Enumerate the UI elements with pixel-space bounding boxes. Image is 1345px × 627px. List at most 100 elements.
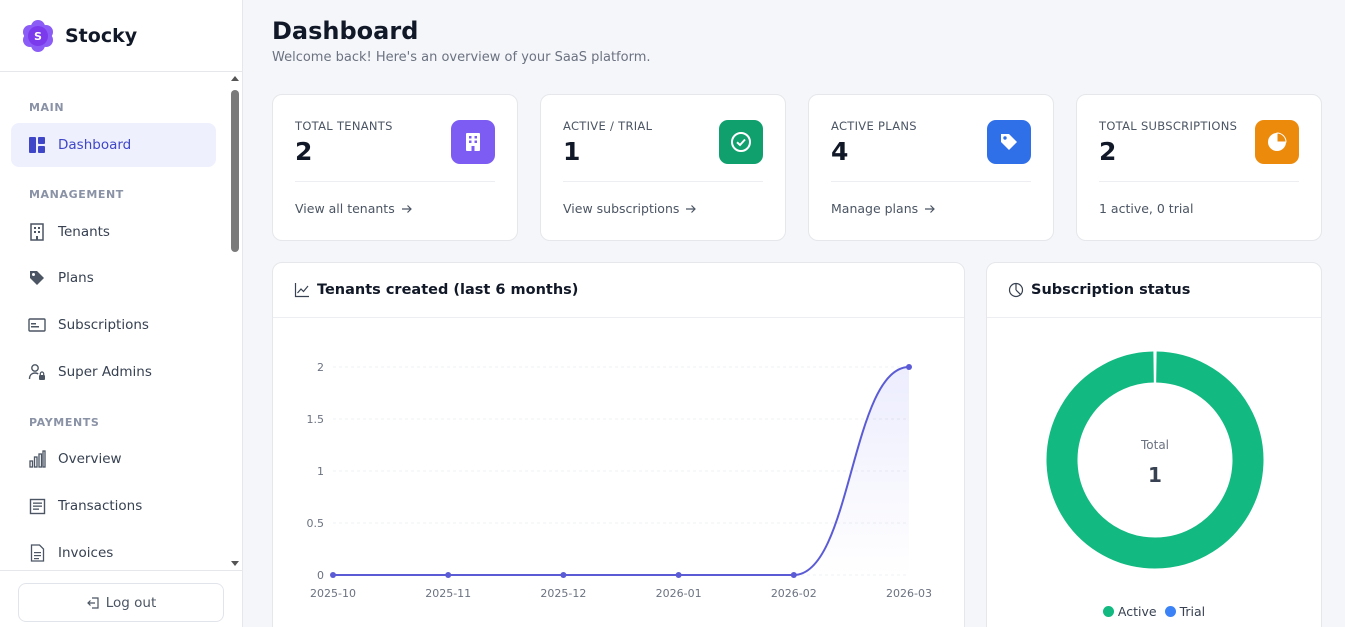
data-point[interactable] — [906, 364, 912, 370]
donut-slice[interactable] — [1046, 351, 1264, 569]
sidebar-item-label: Super Admins — [58, 364, 152, 380]
data-point[interactable] — [560, 572, 567, 578]
panel-header: Tenants created (last 6 months) — [273, 263, 964, 318]
brand-logo-icon: S — [22, 19, 54, 52]
legend-item-active[interactable]: Active — [1102, 604, 1157, 619]
stat-card-total-tenants: TOTAL TENANTS 2 View all tenants — [272, 94, 518, 241]
building-icon — [28, 223, 46, 241]
section-main-label: MAIN — [29, 101, 65, 114]
manage-plans-link[interactable]: Manage plans — [831, 201, 936, 216]
sidebar-item-label: Overview — [58, 451, 122, 467]
arrow-right-icon — [924, 204, 936, 214]
stat-card-active-trial: ACTIVE / TRIAL 1 View subscriptions — [540, 94, 786, 241]
stat-value: 2 — [1099, 137, 1117, 166]
stat-label: TOTAL TENANTS — [295, 119, 393, 133]
sidebar-item-label: Plans — [58, 270, 94, 286]
sidebar-nav: MAIN Dashboard MANAGEMENT Tenants Plans — [0, 72, 228, 570]
receipt-icon — [28, 497, 46, 515]
data-point[interactable] — [790, 572, 797, 578]
view-subscriptions-link[interactable]: View subscriptions — [563, 201, 697, 216]
stat-divider — [1099, 181, 1299, 182]
subscription-status-panel: Subscription status Total 1 Active Trial — [986, 262, 1322, 627]
scroll-up-arrow-icon[interactable] — [231, 76, 239, 81]
brand-logo-letter: S — [34, 30, 42, 43]
scroll-thumb[interactable] — [231, 90, 239, 252]
x-tick-label: 2026-03 — [886, 587, 932, 600]
logout-label: Log out — [105, 594, 157, 611]
sidebar-item-label: Dashboard — [58, 137, 132, 153]
legend-label: Active — [1117, 604, 1157, 619]
sidebar-item-overview[interactable]: Overview — [11, 437, 216, 481]
donut-center-label: Total — [1140, 438, 1169, 452]
stat-label: ACTIVE PLANS — [831, 119, 917, 133]
stat-divider — [831, 181, 1031, 182]
pie-icon — [1008, 282, 1024, 298]
dashboard-icon — [28, 136, 46, 154]
stat-card-active-plans: ACTIVE PLANS 4 Manage plans — [808, 94, 1054, 241]
panel-header: Subscription status — [987, 263, 1321, 318]
sidebar-item-transactions[interactable]: Transactions — [11, 484, 216, 528]
sidebar-item-tenants[interactable]: Tenants — [11, 210, 216, 254]
sidebar: S Stocky MAIN Dashboard MANAGEMENT Tenan… — [0, 0, 243, 627]
check-circle-icon — [719, 120, 763, 164]
section-payments-label: PAYMENTS — [29, 416, 100, 429]
legend-item-trial[interactable]: Trial — [1164, 604, 1206, 619]
tag-icon — [987, 120, 1031, 164]
data-point[interactable] — [330, 572, 336, 578]
arrow-right-icon — [401, 204, 413, 214]
logout-button[interactable]: Log out — [18, 583, 224, 622]
panel-title: Subscription status — [1031, 282, 1191, 298]
brand[interactable]: S Stocky — [0, 0, 242, 72]
user-lock-icon — [28, 363, 46, 381]
brand-name: Stocky — [65, 24, 138, 47]
x-tick-label: 2026-01 — [656, 587, 702, 600]
y-tick-label: 1 — [317, 465, 324, 478]
summary-label: 1 active, 0 trial — [1099, 201, 1194, 216]
pie-icon — [1255, 120, 1299, 164]
tenants-line-chart: 0 0.5 1 1.5 2 2025-10 2025-11 2025-12 2026-01 202… — [307, 361, 932, 600]
page-title: Dashboard — [272, 17, 419, 45]
tag-icon — [28, 269, 46, 287]
stat-value: 4 — [831, 137, 849, 166]
link-label: View subscriptions — [563, 201, 680, 216]
sidebar-item-subscriptions[interactable]: Subscriptions — [11, 303, 216, 347]
building-icon — [451, 120, 495, 164]
stat-label: ACTIVE / TRIAL — [563, 119, 653, 133]
page-subtitle: Welcome back! Here's an overview of your… — [272, 50, 651, 65]
x-tick-label: 2025-11 — [425, 587, 471, 600]
sidebar-item-label: Subscriptions — [58, 317, 149, 333]
subscriptions-summary: 1 active, 0 trial — [1099, 201, 1193, 216]
tenants-created-panel: Tenants created (last 6 months) 0 0.5 1 1.5… — [272, 262, 965, 627]
sidebar-scrollbar[interactable] — [228, 72, 242, 570]
stat-card-total-subscriptions: TOTAL SUBSCRIPTIONS 2 1 active, 0 trial — [1076, 94, 1322, 241]
legend-label: Trial — [1179, 604, 1206, 619]
y-tick-label: 0.5 — [307, 517, 325, 530]
section-management-label: MANAGEMENT — [29, 188, 124, 201]
line-chart-icon — [294, 282, 310, 298]
sidebar-item-label: Invoices — [58, 545, 114, 561]
stat-divider — [295, 181, 495, 182]
legend-swatch — [1102, 606, 1114, 617]
sidebar-item-dashboard[interactable]: Dashboard — [11, 123, 216, 167]
series-area — [333, 367, 909, 575]
bar-chart-icon — [28, 450, 46, 468]
y-tick-label: 2 — [317, 361, 324, 374]
subscription-donut-chart: Total 1 — [1046, 351, 1264, 569]
sidebar-item-super-admins[interactable]: Super Admins — [11, 350, 216, 394]
arrow-right-icon — [685, 204, 697, 214]
y-tick-label: 0 — [317, 569, 324, 582]
x-tick-label: 2026-02 — [771, 587, 817, 600]
y-tick-label: 1.5 — [307, 413, 325, 426]
data-point[interactable] — [675, 572, 682, 578]
sidebar-item-plans[interactable]: Plans — [11, 256, 216, 300]
link-label: View all tenants — [295, 201, 395, 216]
link-label: Manage plans — [831, 201, 919, 216]
sidebar-item-label: Tenants — [58, 224, 110, 240]
data-point[interactable] — [445, 572, 452, 578]
x-tick-label: 2025-10 — [310, 587, 356, 600]
stat-value: 2 — [295, 137, 313, 166]
donut-legend: Active Trial — [987, 604, 1321, 619]
view-all-tenants-link[interactable]: View all tenants — [295, 201, 413, 216]
sidebar-item-invoices[interactable]: Invoices — [11, 531, 216, 570]
scroll-down-arrow-icon[interactable] — [231, 561, 239, 566]
